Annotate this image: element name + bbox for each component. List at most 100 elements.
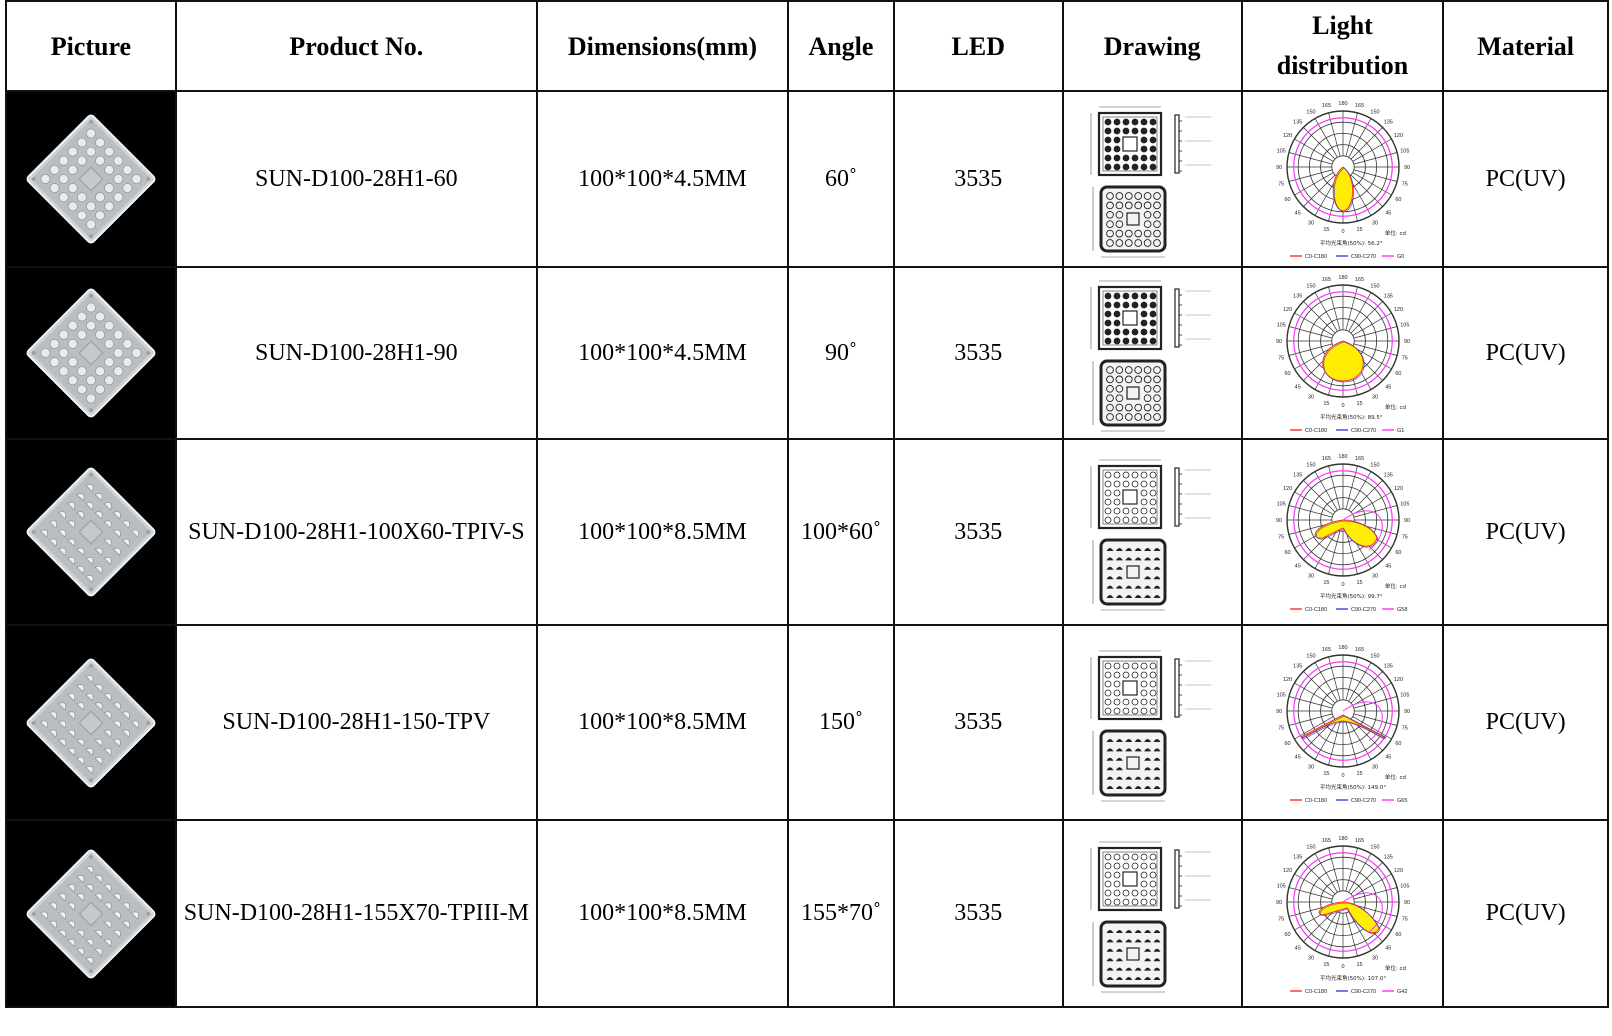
polar-tick-label: 105: [1276, 501, 1285, 507]
dimensions-cell: 100*100*8.5MM: [535, 819, 789, 1008]
polar-tick-label: 60: [1284, 197, 1290, 203]
polar-tick-label: 120: [1393, 677, 1402, 683]
polar-plot-icon: 180 1651651501501351351201201051059090757…: [1275, 454, 1409, 613]
polar-legend-label: G58: [1397, 607, 1407, 613]
polar-tick-label: 180: [1338, 101, 1347, 107]
drawing-cell: [1061, 266, 1243, 440]
polar-tick-label: 90: [1275, 339, 1281, 345]
polar-tick-label: 45: [1385, 754, 1391, 760]
drawing-cell: [1061, 819, 1243, 1008]
polar-tick-label: 105: [1400, 148, 1409, 154]
polar-legend-label: C90-C270: [1351, 428, 1376, 434]
polar-tick-label: 90: [1275, 900, 1281, 906]
polar-tick-label: 75: [1401, 916, 1407, 922]
header-light-distribution: Light distribution: [1240, 0, 1445, 92]
polar-caption: 平均光束角(50%): 56.2°: [1320, 239, 1383, 247]
polar-tick-label: 165: [1321, 103, 1330, 109]
header-led: LED: [892, 0, 1064, 92]
polar-legend-label: C0-C180: [1305, 428, 1327, 434]
polar-tick-label: 105: [1400, 501, 1409, 507]
polar-tick-label: 150: [1306, 284, 1315, 290]
light-distribution-cell: 180 165 165 150 150 135 135 120 120 105 105 90 90 75 7…: [1240, 266, 1445, 440]
polar-plot-icon: 180 1651651501501351351201201051059090757…: [1275, 275, 1409, 434]
polar-tick-label: 105: [1276, 322, 1285, 328]
technical-drawing-icon: [1090, 106, 1212, 258]
polar-tick-label: 0: [1341, 229, 1344, 235]
header-material: Material: [1442, 0, 1609, 92]
polar-tick-label: 30: [1371, 394, 1377, 400]
polar-tick-label: 90: [1403, 339, 1409, 345]
polar-plot-icon: 180 1651651501501351351201201051059090757…: [1275, 101, 1409, 260]
polar-tick-label: 135: [1383, 120, 1392, 126]
polar-legend-label: C90-C270: [1351, 798, 1376, 804]
polar-tick-label: 45: [1385, 210, 1391, 216]
light-distribution-cell: 180 165 165 150 150 135 135 120 120 105 105 90 90 75 7…: [1240, 624, 1445, 821]
polar-tick-label: 15: [1323, 401, 1329, 407]
led-cell: 3535: [892, 438, 1064, 626]
polar-tick-label: 135: [1383, 663, 1392, 669]
polar-tick-label: 60: [1395, 550, 1401, 556]
polar-tick-label: 165: [1354, 277, 1363, 283]
polar-tick-label: 135: [1383, 473, 1392, 479]
light-distribution-cell: 180 165 165 150 150 135 135 120 120 105 105 90 90 75 7…: [1240, 438, 1445, 626]
polar-tick-label: 120: [1282, 486, 1291, 492]
polar-tick-label: 30: [1307, 573, 1313, 579]
picture-cell: [5, 90, 177, 268]
table-row: SUN-D100-28H1-150-TPV 100*100*8.5MM 150˚ 35…: [5, 624, 1609, 821]
polar-tick-label: 105: [1400, 883, 1409, 889]
product-no-cell: SUN-D100-28H1-60: [174, 90, 538, 268]
polar-tick-label: 0: [1341, 582, 1344, 588]
angle-cell: 60˚: [786, 90, 895, 268]
material-cell: PC(UV): [1442, 624, 1609, 821]
polar-tick-label: 135: [1293, 294, 1302, 300]
dimensions-cell: 100*100*8.5MM: [535, 438, 789, 626]
polar-tick-label: 180: [1338, 454, 1347, 460]
polar-tick-label: 75: [1401, 725, 1407, 731]
polar-legend-label: C0-C180: [1305, 607, 1327, 613]
polar-tick-label: 135: [1293, 663, 1302, 669]
light-distribution-cell: 180 165 165 150 150 135 135 120 120 105 105 90 90 75 7…: [1240, 819, 1445, 1008]
drawing-cell: [1061, 624, 1243, 821]
lens-photo-icon: [26, 288, 156, 418]
angle-cell: 90˚: [786, 266, 895, 440]
polar-tick-label: 120: [1393, 868, 1402, 874]
polar-tick-label: 135: [1293, 854, 1302, 860]
technical-drawing-icon: [1090, 650, 1212, 801]
polar-legend-label: C0-C180: [1305, 798, 1327, 804]
material-cell: PC(UV): [1442, 819, 1609, 1008]
polar-tick-label: 15: [1356, 227, 1362, 233]
polar-tick-label: 45: [1294, 945, 1300, 951]
polar-legend-label: C90-C270: [1351, 254, 1376, 260]
polar-tick-label: 15: [1356, 961, 1362, 967]
angle-cell: 150˚: [786, 624, 895, 821]
material-cell: PC(UV): [1442, 90, 1609, 268]
polar-legend-label: G65: [1397, 798, 1407, 804]
led-cell: 3535: [892, 266, 1064, 440]
polar-tick-label: 180: [1338, 836, 1347, 842]
polar-tick-label: 105: [1400, 322, 1409, 328]
polar-tick-label: 75: [1278, 535, 1284, 541]
polar-tick-label: 75: [1278, 182, 1284, 188]
polar-caption: 平均光束角(50%): 107.0°: [1320, 974, 1386, 982]
polar-tick-label: 105: [1400, 692, 1409, 698]
polar-tick-label: 150: [1306, 844, 1315, 850]
polar-tick-label: 45: [1385, 945, 1391, 951]
polar-unit: 单位: cd: [1384, 964, 1405, 972]
lens-photo-icon: [26, 467, 156, 597]
polar-tick-label: 90: [1275, 709, 1281, 715]
polar-tick-label: 75: [1401, 182, 1407, 188]
polar-tick-label: 60: [1284, 371, 1290, 377]
polar-tick-label: 30: [1307, 220, 1313, 226]
polar-tick-label: 150: [1306, 110, 1315, 116]
polar-tick-label: 0: [1341, 964, 1344, 970]
polar-unit: 单位: cd: [1384, 773, 1405, 781]
polar-tick-label: 165: [1354, 647, 1363, 653]
lens-photo-icon: [26, 849, 156, 978]
polar-unit: 单位: cd: [1384, 229, 1405, 237]
angle-cell: 155*70˚: [786, 819, 895, 1008]
polar-caption: 平均光束角(50%): 149.0°: [1320, 783, 1386, 791]
polar-tick-label: 30: [1371, 955, 1377, 961]
product-spec-table: Picture Product No. Dimensions(mm) Angle…: [5, 0, 1609, 1008]
polar-tick-label: 135: [1293, 473, 1302, 479]
polar-tick-label: 150: [1370, 844, 1379, 850]
